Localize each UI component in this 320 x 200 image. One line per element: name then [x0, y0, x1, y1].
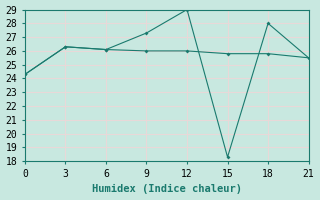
- X-axis label: Humidex (Indice chaleur): Humidex (Indice chaleur): [92, 184, 242, 194]
